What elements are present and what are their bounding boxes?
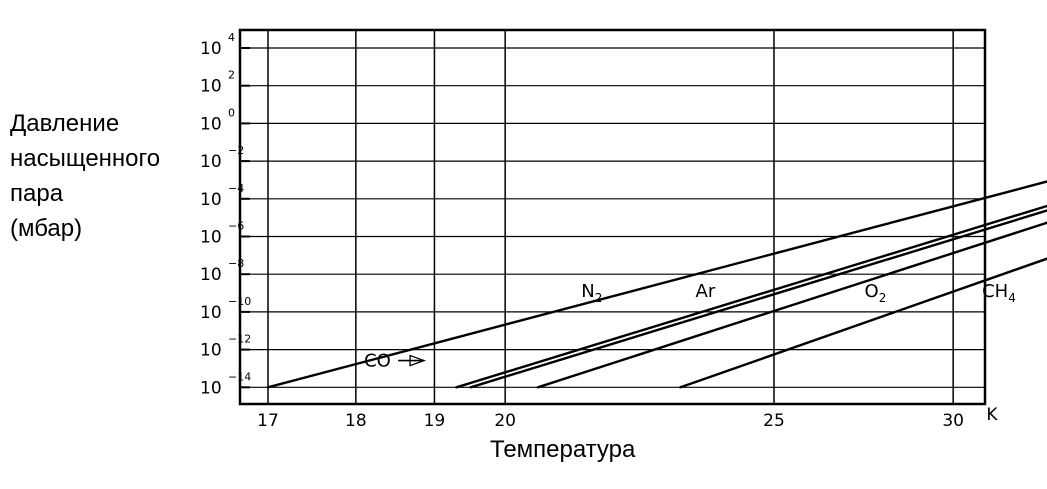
- y-tick-exponent: −8: [228, 257, 244, 270]
- y-tick-label: 10: [200, 341, 222, 361]
- series-label: O2: [865, 281, 887, 305]
- x-unit-label: K: [986, 405, 998, 425]
- y-tick-exponent: −12: [228, 333, 251, 346]
- series-line-o2: [536, 221, 1047, 389]
- y-tick-label: 10: [200, 114, 222, 134]
- y-tick-exponent: 0: [228, 106, 235, 119]
- x-tick-label: 20: [494, 411, 516, 431]
- series-lines: [266, 180, 1047, 389]
- x-tick-label: 17: [257, 411, 279, 431]
- series-line-ch4: [679, 257, 1047, 389]
- y-tick-exponent: 4: [228, 31, 235, 44]
- y-axis-label-line: пара: [10, 180, 64, 207]
- y-tick-label: 10: [200, 190, 222, 210]
- y-tick-labels: 10 4 10 2 10 0 10 −2 10 −4 10 −6 10 −8 10 −10 10 −12 10 −14: [200, 31, 251, 398]
- y-tick-exponent: −10: [228, 295, 251, 308]
- y-tick-label: 10: [200, 265, 222, 285]
- plot-frame: [238, 28, 987, 406]
- y-tick-exponent: −6: [228, 220, 244, 233]
- y-tick-label: 10: [200, 152, 222, 172]
- y-tick-label: 10: [200, 39, 222, 59]
- x-tick-label: 19: [424, 411, 446, 431]
- plot-border: [238, 28, 987, 406]
- x-tick-label: 25: [763, 411, 785, 431]
- series-line-n2: [266, 180, 1047, 389]
- x-tick-label: 18: [345, 411, 367, 431]
- y-tick-exponent: −2: [228, 144, 244, 157]
- y-axis-label-line: (мбар): [10, 215, 83, 242]
- series-label: CO: [364, 351, 391, 372]
- y-axis-label: Давление насыщенного пара (мбар): [10, 106, 205, 246]
- y-tick-label: 10: [200, 228, 222, 248]
- series-line-ar: [469, 209, 1047, 389]
- x-tick-label: 30: [942, 411, 964, 431]
- series-label: CH4: [982, 281, 1016, 305]
- y-tick-label: 10: [200, 303, 222, 323]
- y-tick-exponent: −14: [228, 370, 251, 383]
- series-line-co: [455, 204, 1047, 389]
- y-axis-label-line: насыщенного: [10, 145, 161, 172]
- series-label: Ar: [696, 281, 716, 302]
- y-tick-label: 10: [200, 378, 222, 398]
- co-pointer-arrow: [409, 354, 427, 367]
- x-axis-label: Температура: [490, 436, 636, 463]
- series-label: N2: [581, 281, 602, 305]
- y-tick-exponent: −4: [228, 182, 244, 195]
- y-axis-label-line: Давление: [10, 110, 120, 137]
- y-tick-exponent: 2: [228, 69, 235, 82]
- y-tick-label: 10: [200, 77, 222, 97]
- x-tick-labels: 17181920253035405060100150K: [257, 405, 998, 431]
- grid: [240, 30, 985, 404]
